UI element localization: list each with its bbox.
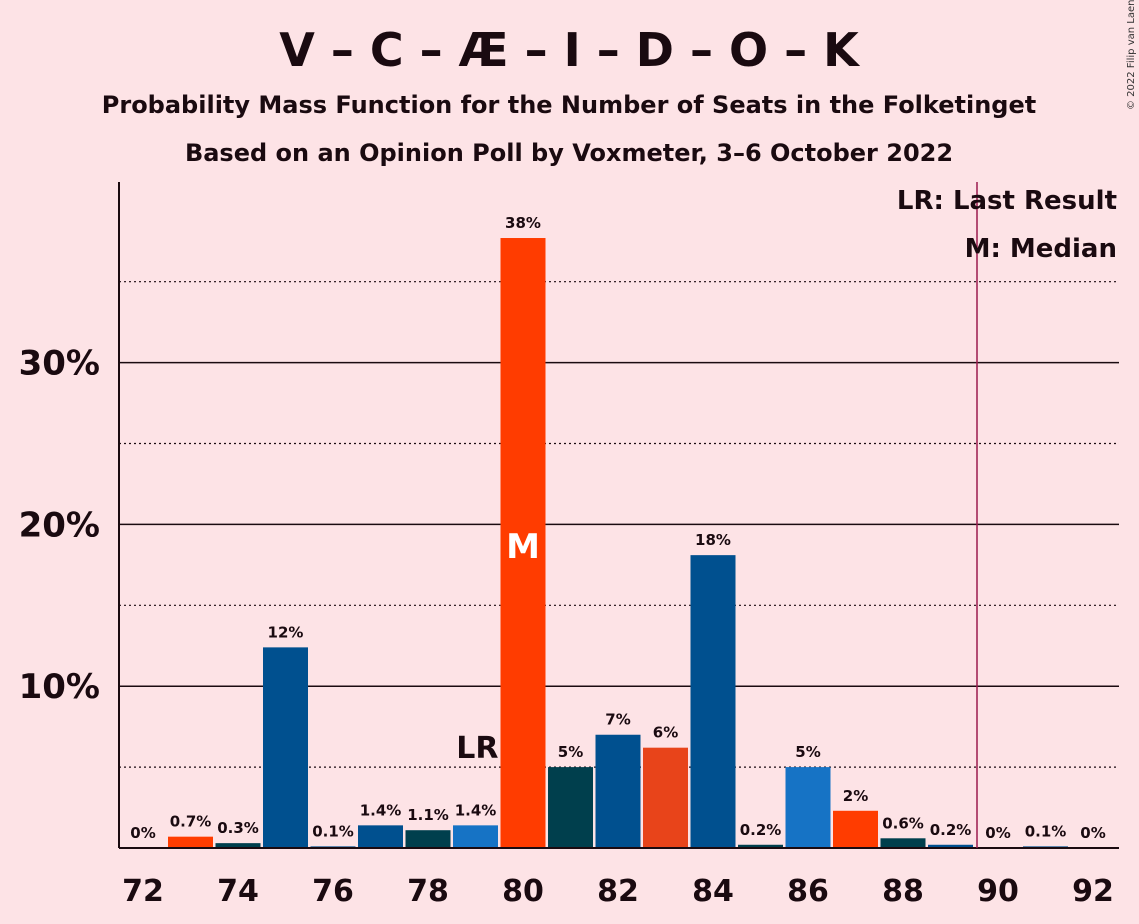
- bar-89: [928, 844, 973, 848]
- x-tick-label: 86: [787, 874, 829, 909]
- bar-73: [168, 836, 213, 848]
- chart-title: V – C – Æ – I – D – O – K: [279, 23, 861, 77]
- data-label-79: 1.4%: [455, 801, 497, 819]
- gridlines: [119, 281, 1119, 768]
- x-tick-label: 72: [122, 874, 164, 909]
- x-tick-label: 80: [502, 874, 544, 909]
- copyright-notice: © 2022 Filip van Laenen: [1126, 0, 1137, 110]
- legend-last-result: LR: Last Result: [897, 186, 1117, 216]
- data-labels-group: 0% 0.7% 0.3% 12% 0.1% 1.4% 1.1% 1.4% 38% 5% 7% 6% 18…: [130, 214, 1105, 842]
- bar-77: [358, 825, 403, 848]
- data-label-89: 0.2%: [930, 821, 972, 839]
- chart-subtitle-2: Based on an Opinion Poll by Voxmeter, 3–…: [185, 139, 953, 167]
- y-tick-label: 30%: [19, 344, 100, 384]
- bar-86: [785, 767, 831, 848]
- data-label-84: 18%: [695, 531, 731, 549]
- x-tick-label: 82: [597, 874, 639, 909]
- bar-75: [263, 647, 308, 848]
- bar-79: [453, 825, 498, 848]
- data-label-81: 5%: [558, 743, 583, 761]
- data-label-87: 2%: [843, 787, 868, 805]
- bar-88: [880, 838, 926, 848]
- bar-78: [405, 830, 451, 848]
- x-tick-label: 74: [217, 874, 259, 909]
- x-tick-label: 78: [407, 874, 449, 909]
- data-label-82: 7%: [605, 711, 630, 729]
- bar-87: [833, 810, 878, 848]
- chart-subtitle-1: Probability Mass Function for the Number…: [102, 91, 1036, 119]
- data-label-74: 0.3%: [217, 819, 259, 837]
- bar-84: [690, 555, 736, 848]
- data-label-77: 1.4%: [360, 801, 402, 819]
- data-label-83: 6%: [653, 724, 678, 742]
- x-tick-label: 84: [692, 874, 734, 909]
- data-label-76: 0.1%: [312, 822, 354, 840]
- x-tick-label: 88: [882, 874, 924, 909]
- data-label-80: 38%: [505, 214, 541, 232]
- bar-83: [643, 747, 688, 848]
- data-label-92: 0%: [1080, 824, 1105, 842]
- y-tick-label: 10%: [19, 667, 100, 707]
- data-label-85: 0.2%: [740, 821, 782, 839]
- x-tick-labels: 72 74 76 78 80 82 84 86 88 90 92: [122, 874, 1114, 909]
- data-label-91: 0.1%: [1025, 822, 1067, 840]
- bar-74: [215, 843, 261, 848]
- data-label-72: 0%: [130, 824, 155, 842]
- median-marker: M: [506, 527, 540, 567]
- data-label-75: 12%: [268, 623, 304, 641]
- data-label-86: 5%: [795, 743, 820, 761]
- bar-80: [500, 238, 546, 848]
- data-label-73: 0.7%: [170, 813, 212, 831]
- bar-81: [548, 767, 593, 848]
- x-tick-label: 92: [1072, 874, 1114, 909]
- y-tick-labels: 10% 20% 30%: [19, 344, 100, 708]
- bars-group: [168, 238, 1068, 848]
- legend-median: M: Median: [965, 234, 1117, 264]
- x-tick-label: 90: [977, 874, 1019, 909]
- bar-82: [595, 734, 641, 848]
- data-label-90: 0%: [985, 824, 1010, 842]
- data-label-78: 1.1%: [407, 806, 449, 824]
- bar-85: [738, 844, 783, 848]
- x-tick-label: 76: [312, 874, 354, 909]
- data-label-88: 0.6%: [882, 814, 924, 832]
- last-result-marker: LR: [456, 731, 498, 766]
- y-tick-label: 20%: [19, 505, 100, 545]
